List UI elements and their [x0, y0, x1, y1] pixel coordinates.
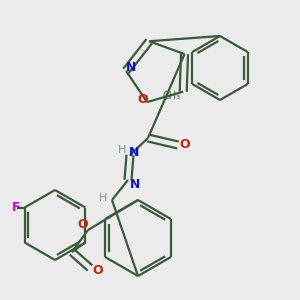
Text: N: N [126, 61, 136, 74]
Text: O: O [180, 139, 190, 152]
Text: N: N [129, 146, 139, 158]
Text: H: H [99, 193, 107, 203]
Text: N: N [130, 178, 140, 190]
Text: O: O [138, 93, 148, 106]
Text: CH₃: CH₃ [162, 91, 180, 101]
Text: H: H [118, 145, 126, 155]
Text: O: O [78, 218, 88, 232]
Text: F: F [11, 201, 20, 214]
Text: O: O [93, 263, 103, 277]
